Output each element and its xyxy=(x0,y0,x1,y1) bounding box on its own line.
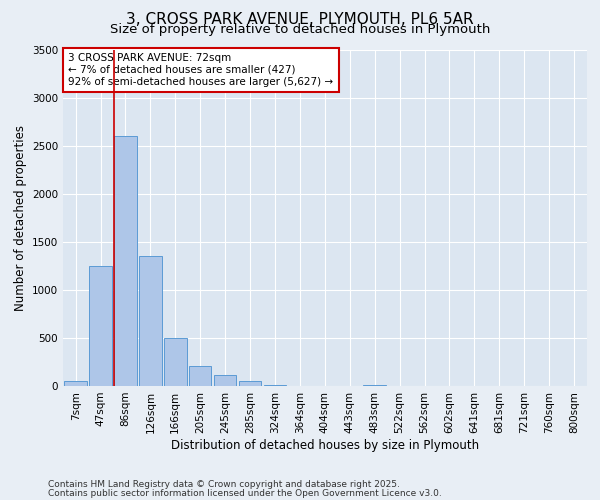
Bar xyxy=(264,385,286,386)
Y-axis label: Number of detached properties: Number of detached properties xyxy=(14,125,26,311)
Bar xyxy=(164,338,187,386)
X-axis label: Distribution of detached houses by size in Plymouth: Distribution of detached houses by size … xyxy=(171,438,479,452)
Bar xyxy=(189,366,211,386)
Bar xyxy=(364,384,386,386)
Bar xyxy=(214,376,236,386)
Text: Contains HM Land Registry data © Crown copyright and database right 2025.: Contains HM Land Registry data © Crown c… xyxy=(48,480,400,489)
Bar xyxy=(239,380,261,386)
Text: Contains public sector information licensed under the Open Government Licence v3: Contains public sector information licen… xyxy=(48,488,442,498)
Text: 3, CROSS PARK AVENUE, PLYMOUTH, PL6 5AR: 3, CROSS PARK AVENUE, PLYMOUTH, PL6 5AR xyxy=(126,12,474,28)
Bar xyxy=(64,381,87,386)
Text: Size of property relative to detached houses in Plymouth: Size of property relative to detached ho… xyxy=(110,22,490,36)
Text: 3 CROSS PARK AVENUE: 72sqm
← 7% of detached houses are smaller (427)
92% of semi: 3 CROSS PARK AVENUE: 72sqm ← 7% of detac… xyxy=(68,54,334,86)
Bar xyxy=(114,136,137,386)
Bar xyxy=(139,256,161,386)
Bar xyxy=(89,266,112,386)
